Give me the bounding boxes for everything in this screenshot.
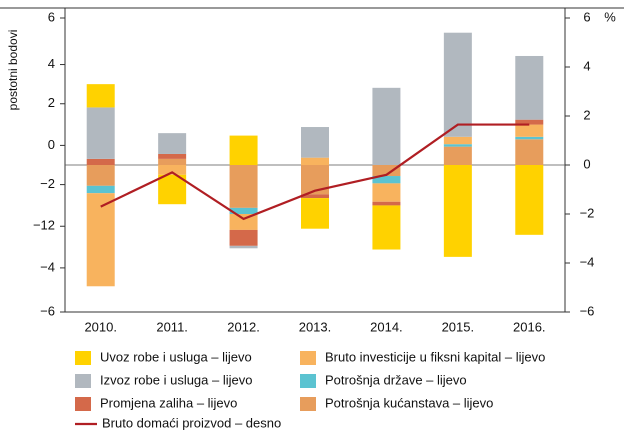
bar-segment	[372, 176, 401, 184]
bar-segment	[372, 183, 401, 202]
legend-label: Potrošnja države – lijevo	[325, 372, 467, 387]
bar-segment	[443, 165, 472, 257]
bar-segment	[443, 32, 472, 137]
bar-segment	[301, 198, 329, 229]
bar-segment	[86, 193, 115, 287]
bar-segment	[515, 165, 544, 235]
bar-segment	[515, 55, 544, 120]
y-tick-label: −6	[40, 303, 55, 318]
y-tick-label: 2	[48, 95, 55, 110]
y2-tick-label: 6	[583, 9, 590, 24]
legend-label: Uvoz robe i usluga – lijevo	[100, 349, 252, 364]
bar-segment	[515, 119, 544, 125]
bar-segment	[443, 146, 472, 165]
bar-segment	[158, 158, 187, 165]
bar-segment	[229, 135, 258, 165]
bar-segment	[229, 245, 258, 249]
y2-tick-label: −4	[580, 254, 595, 269]
y-axis-label: postotni bodovi	[6, 30, 20, 111]
bar-segment	[372, 201, 401, 206]
bar-segment	[86, 84, 115, 108]
y2-tick-label: 0	[583, 156, 590, 171]
y-tick-label: 0	[48, 137, 55, 152]
legend-swatch	[75, 397, 91, 411]
x-tick-label: 2012.	[227, 319, 260, 334]
bar-segment	[443, 144, 472, 147]
legend-label: Bruto domaći proizvod – desno	[102, 415, 281, 430]
bar-segment	[229, 229, 258, 246]
y-tick-label: 6	[48, 9, 55, 24]
y2-tick-label: −2	[580, 205, 595, 220]
bar-segment	[158, 133, 187, 154]
legend-swatch	[75, 374, 91, 388]
y2-tick-label: 4	[583, 58, 590, 73]
y2-tick-label: −6	[580, 303, 595, 318]
bar-segment	[158, 153, 187, 159]
bar-segment	[515, 139, 544, 165]
bar-segment	[372, 87, 401, 165]
legend-swatch	[300, 351, 316, 365]
y-tick-label: −12	[33, 218, 55, 233]
legend-label: Izvoz robe i usluga – lijevo	[100, 372, 252, 387]
bar-segment	[158, 165, 187, 175]
bar-segment	[229, 165, 258, 208]
legend-label: Bruto investicije u fiksni kapital – lij…	[325, 349, 545, 364]
x-tick-label: 2016.	[513, 319, 546, 334]
bar-segment	[229, 214, 258, 230]
x-tick-label: 2011.	[156, 319, 188, 334]
legend-swatch	[300, 374, 316, 388]
bar-segment	[301, 157, 329, 165]
x-tick-label: 2010.	[84, 319, 117, 334]
legend-swatch	[75, 351, 91, 365]
legend-swatch	[300, 397, 316, 411]
bar-segment	[86, 165, 115, 186]
legend-label: Promjena zaliha – lijevo	[100, 395, 237, 410]
y-tick-label: −2	[40, 176, 55, 191]
bar-segment	[86, 158, 115, 165]
bar-segment	[301, 194, 329, 199]
bar-segment	[372, 165, 401, 177]
bar-segment	[372, 205, 401, 250]
y-tick-label: 4	[48, 56, 55, 71]
y-tick-label: −4	[40, 259, 55, 274]
bar-segment	[86, 185, 115, 194]
x-tick-label: 2015.	[442, 319, 475, 334]
legend-label: Potrošnja kućanstava – lijevo	[325, 395, 493, 410]
bar-segment	[443, 136, 472, 145]
gdp-line	[100, 123, 530, 221]
x-tick-label: 2013.	[299, 319, 332, 334]
bar-segment	[301, 127, 329, 158]
y2-tick-label: 2	[583, 107, 590, 122]
y2-axis-label: %	[604, 9, 616, 24]
bar-segment	[515, 124, 544, 137]
bar-segment	[86, 107, 115, 159]
x-tick-label: 2014.	[370, 319, 403, 334]
bar-segment	[515, 136, 544, 140]
bar-segment	[229, 207, 258, 214]
